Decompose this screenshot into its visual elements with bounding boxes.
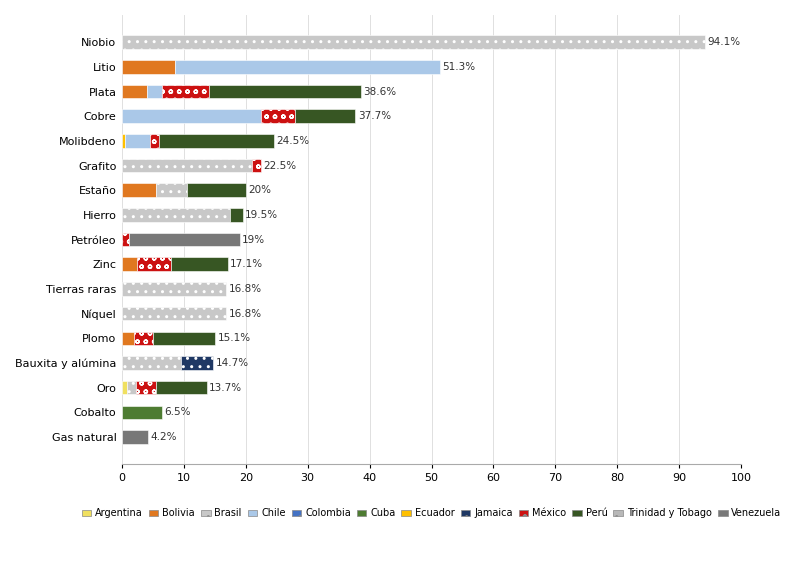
Text: 17.1%: 17.1% (230, 259, 263, 269)
Bar (181, 356, 213, 370)
Text: 19%: 19% (242, 235, 265, 245)
Bar (174, 60, 439, 74)
Bar (156, 381, 206, 394)
Text: 4.2%: 4.2% (150, 432, 177, 442)
Bar (122, 356, 181, 370)
Bar (122, 307, 226, 320)
Bar (125, 134, 150, 148)
Bar (127, 381, 136, 394)
Bar (295, 109, 355, 123)
Text: 24.5%: 24.5% (276, 136, 310, 146)
Bar (122, 184, 156, 197)
Bar (122, 405, 162, 419)
Bar (150, 134, 159, 148)
Bar (130, 233, 239, 246)
Bar (252, 159, 262, 172)
Text: 19.5%: 19.5% (245, 210, 278, 220)
Text: 37.7%: 37.7% (358, 111, 391, 121)
Bar (122, 258, 138, 271)
Text: 22.5%: 22.5% (264, 161, 297, 170)
Bar (122, 159, 252, 172)
Bar (153, 332, 215, 345)
Bar (122, 35, 705, 49)
Bar (122, 85, 146, 99)
Bar (262, 109, 295, 123)
Bar (122, 60, 174, 74)
Text: 16.8%: 16.8% (229, 308, 262, 319)
Bar (122, 430, 148, 444)
Bar (122, 134, 125, 148)
Bar (187, 184, 246, 197)
Bar (156, 184, 187, 197)
Text: 38.6%: 38.6% (363, 87, 397, 96)
Text: 20%: 20% (248, 185, 271, 196)
Text: 51.3%: 51.3% (442, 62, 475, 72)
Text: 15.1%: 15.1% (218, 333, 251, 343)
Bar (122, 109, 262, 123)
Text: 13.7%: 13.7% (210, 382, 242, 393)
Bar (122, 332, 134, 345)
Bar (209, 85, 361, 99)
Bar (122, 282, 226, 296)
Bar (159, 134, 274, 148)
Text: 16.8%: 16.8% (229, 284, 262, 294)
Bar (134, 332, 153, 345)
Text: 94.1%: 94.1% (707, 37, 740, 47)
Bar (122, 233, 130, 246)
Bar (136, 381, 156, 394)
Bar (122, 381, 127, 394)
Legend: Argentina, Bolivia, Brasil, Chile, Colombia, Cuba, Ecuador, Jamaica, México, Per: Argentina, Bolivia, Brasil, Chile, Colom… (78, 504, 786, 522)
Bar (230, 208, 242, 222)
Bar (146, 85, 162, 99)
Bar (162, 85, 209, 99)
Bar (171, 258, 228, 271)
Bar (138, 258, 171, 271)
Text: 14.7%: 14.7% (215, 358, 249, 368)
Text: 6.5%: 6.5% (165, 408, 191, 417)
Bar (122, 208, 230, 222)
